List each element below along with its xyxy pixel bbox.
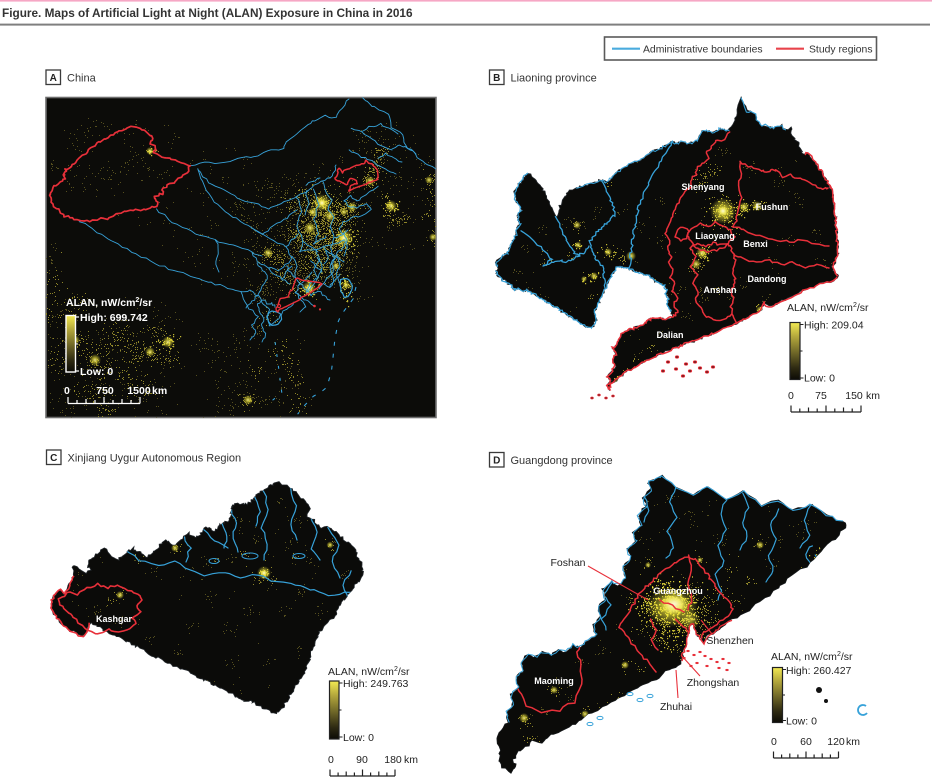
svg-text:Fushun: Fushun — [756, 202, 789, 212]
svg-text:Liaoning province: Liaoning province — [511, 73, 597, 85]
svg-text:Low: 0: Low: 0 — [343, 732, 374, 744]
svg-text:Zhuhai: Zhuhai — [660, 701, 692, 713]
svg-text:90: 90 — [356, 754, 368, 766]
svg-text:180: 180 — [384, 754, 402, 766]
svg-text:Shenyang: Shenyang — [681, 182, 724, 192]
svg-text:0: 0 — [788, 390, 794, 402]
svg-text:B: B — [493, 73, 500, 84]
svg-text:Low: 0: Low: 0 — [786, 716, 817, 728]
svg-text:Study regions: Study regions — [809, 45, 873, 56]
svg-text:Dalian: Dalian — [656, 330, 683, 340]
svg-text:Anshan: Anshan — [703, 285, 736, 295]
svg-text:D: D — [493, 456, 500, 467]
svg-text:Foshan: Foshan — [550, 557, 585, 569]
svg-text:A: A — [50, 73, 57, 84]
svg-text:Figure. Maps of Artificial Lig: Figure. Maps of Artificial Light at Nigh… — [2, 6, 413, 20]
svg-text:ALAN, nW/cm2/sr: ALAN, nW/cm2/sr — [328, 666, 410, 678]
svg-text:High: 249.763: High: 249.763 — [343, 678, 409, 690]
svg-text:km: km — [866, 390, 880, 402]
svg-text:150: 150 — [845, 390, 863, 402]
svg-text:Kashgar: Kashgar — [96, 614, 133, 624]
svg-text:Low: 0: Low: 0 — [80, 366, 113, 378]
svg-text:China: China — [67, 73, 97, 85]
svg-text:High: 209.04: High: 209.04 — [804, 320, 864, 332]
svg-text:75: 75 — [815, 390, 827, 402]
svg-text:Xinjiang Uygur Autonomous Regi: Xinjiang Uygur Autonomous Region — [68, 453, 242, 465]
svg-text:0: 0 — [328, 754, 334, 766]
svg-text:60: 60 — [800, 736, 812, 748]
svg-text:ALAN, nW/cm2/sr: ALAN, nW/cm2/sr — [787, 302, 869, 314]
svg-text:Zhongshan: Zhongshan — [687, 677, 740, 689]
svg-text:Administrative boundaries: Administrative boundaries — [643, 45, 763, 56]
svg-text:Dandong: Dandong — [748, 274, 787, 284]
svg-text:km: km — [404, 754, 418, 766]
svg-text:Liaoyang: Liaoyang — [695, 231, 735, 241]
svg-text:Low: 0: Low: 0 — [804, 373, 835, 385]
svg-text:km: km — [152, 385, 167, 397]
svg-text:Shenzhen: Shenzhen — [706, 635, 753, 647]
svg-text:Guangdong province: Guangdong province — [511, 455, 613, 467]
svg-text:High: 260.427: High: 260.427 — [786, 665, 852, 677]
svg-text:Guangzhou: Guangzhou — [653, 586, 703, 596]
svg-text:0: 0 — [771, 736, 777, 748]
svg-text:ALAN, nW/cm2/sr: ALAN, nW/cm2/sr — [771, 651, 853, 663]
svg-text:High: 699.742: High: 699.742 — [80, 312, 148, 324]
svg-text:750: 750 — [96, 385, 114, 397]
svg-text:C: C — [50, 453, 57, 464]
svg-text:km: km — [846, 736, 860, 748]
svg-text:1500: 1500 — [127, 385, 151, 397]
svg-text:120: 120 — [827, 736, 845, 748]
svg-text:ALAN, nW/cm2/sr: ALAN, nW/cm2/sr — [66, 297, 152, 309]
svg-text:Benxi: Benxi — [743, 239, 768, 249]
svg-text:0: 0 — [64, 385, 70, 397]
svg-text:Maoming: Maoming — [534, 676, 574, 686]
